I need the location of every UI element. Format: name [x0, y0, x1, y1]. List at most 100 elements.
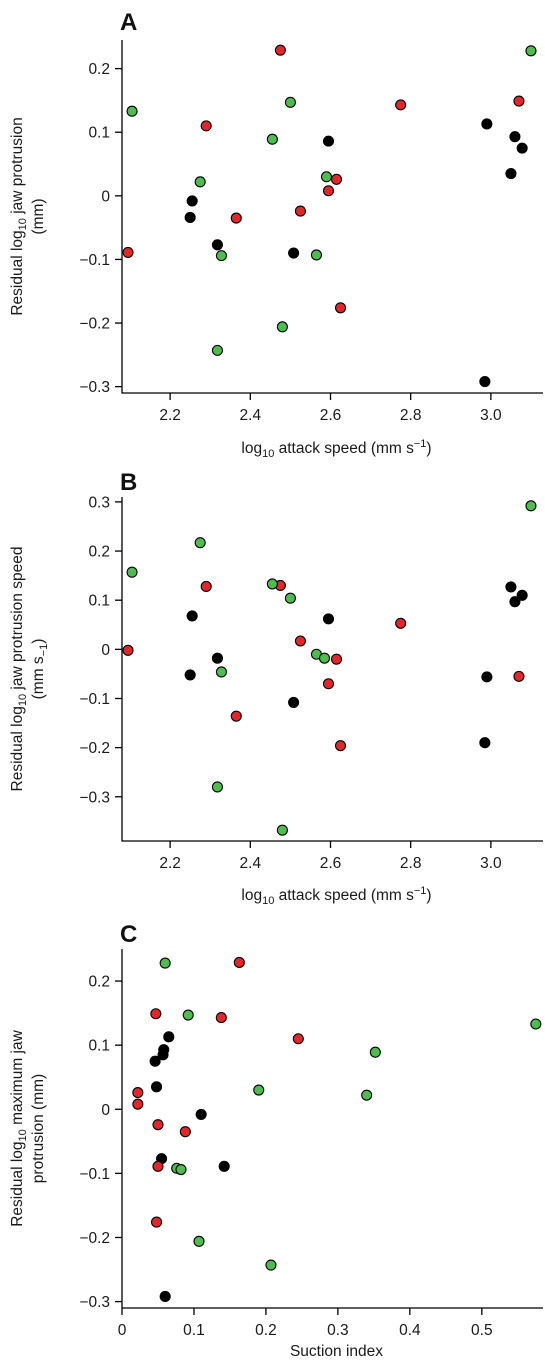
- data-point: [395, 99, 407, 111]
- y-tick-label: 0.1: [88, 1038, 110, 1055]
- y-tick-label: −0.2: [79, 1230, 110, 1247]
- data-point: [215, 1012, 227, 1024]
- series-red: [122, 44, 525, 314]
- x-tick-label: 2.4: [240, 407, 262, 424]
- panel-c: C 0 0.1 0.2 0.3 0.4 0.5 −0.3 −0.2 −0.1 0 0.1 0.2 Suct…: [9, 921, 543, 1360]
- data-point: [266, 578, 278, 590]
- data-point: [265, 1259, 277, 1271]
- x-tick-label: 2.6: [320, 855, 342, 872]
- data-point: [211, 239, 223, 251]
- y-tick-label: 0: [101, 1102, 110, 1119]
- y-axis-label: Residual log10 jaw protrusion: [9, 117, 29, 315]
- data-point: [276, 321, 288, 333]
- data-point: [215, 250, 227, 262]
- data-point: [322, 613, 335, 625]
- data-point: [122, 644, 134, 656]
- data-point: [505, 168, 517, 180]
- data-point: [481, 671, 493, 683]
- data-point: [152, 1160, 164, 1172]
- data-point: [150, 1081, 163, 1093]
- y-tick-label: −0.1: [79, 252, 110, 269]
- data-point: [132, 1087, 144, 1099]
- data-point: [157, 1049, 169, 1061]
- data-point: [233, 956, 245, 969]
- data-point: [294, 205, 306, 217]
- data-point: [184, 669, 196, 681]
- data-point: [310, 249, 323, 261]
- data-point: [230, 710, 242, 722]
- y-tick-label: −0.1: [79, 691, 110, 708]
- data-point: [288, 696, 300, 708]
- data-point: [211, 652, 223, 664]
- data-point: [284, 96, 296, 108]
- series-black: [149, 1031, 230, 1303]
- data-point: [215, 666, 227, 678]
- y-tick-label: −0.3: [79, 379, 110, 396]
- x-tick-label: 0.2: [255, 1322, 277, 1339]
- panel-a: A 2.2 2.4 2.6 2.8 3.0 −0.3 −0.2 −0.1 0 0.1 0.2 log10…: [9, 9, 543, 460]
- axes-frame: [121, 40, 543, 394]
- data-point: [318, 652, 331, 664]
- data-point: [194, 537, 206, 549]
- data-point: [369, 1046, 381, 1058]
- data-point: [479, 376, 491, 388]
- x-tick-label: 0.4: [399, 1322, 421, 1339]
- x-tick-label: 2.4: [240, 855, 262, 872]
- data-point: [150, 1008, 162, 1020]
- x-tick-label: 3.0: [480, 855, 502, 872]
- y-tick-label: 0.2: [88, 974, 110, 991]
- y-tick-label: −0.1: [79, 1166, 110, 1183]
- series-green: [126, 45, 537, 356]
- panel-letter: A: [120, 9, 137, 36]
- series-black: [184, 581, 528, 749]
- data-point: [516, 142, 528, 154]
- data-point: [513, 95, 525, 107]
- data-point: [126, 566, 138, 578]
- data-point: [525, 500, 537, 512]
- data-point: [186, 610, 198, 622]
- x-axis-label: Suction index: [290, 1343, 383, 1360]
- x-tick-label: 2.2: [159, 407, 181, 424]
- y-axis-label: Residual log10 jaw protrusion speed: [9, 547, 29, 792]
- data-point: [361, 1089, 373, 1101]
- data-point: [193, 1235, 205, 1247]
- data-point: [516, 589, 528, 601]
- data-point: [479, 737, 491, 749]
- data-point: [195, 1108, 207, 1120]
- y-tick-label: −0.2: [79, 316, 110, 333]
- data-point: [194, 176, 206, 188]
- y-tick-label: 0.1: [88, 593, 110, 610]
- x-tick-label: 0: [118, 1322, 127, 1339]
- data-point: [322, 678, 335, 690]
- x-axis-label: log10 attack speed (mm s−1): [241, 438, 431, 460]
- data-point: [274, 44, 286, 56]
- data-point: [513, 670, 525, 682]
- data-point: [230, 212, 242, 224]
- data-point: [218, 1160, 230, 1172]
- data-point: [505, 581, 517, 593]
- data-point: [294, 635, 306, 647]
- x-tick-label: 0.3: [327, 1322, 349, 1339]
- data-point: [330, 173, 343, 185]
- data-point: [200, 580, 212, 592]
- y-tick-label: 0.2: [88, 61, 110, 78]
- data-point: [122, 246, 134, 258]
- data-point: [159, 1290, 171, 1303]
- data-point: [211, 344, 223, 356]
- data-point: [186, 195, 198, 207]
- y-tick-label: −0.3: [79, 1294, 110, 1311]
- data-point: [253, 1084, 265, 1096]
- panel-letter: B: [120, 469, 137, 496]
- data-point: [132, 1098, 144, 1110]
- data-point: [334, 740, 347, 752]
- series-red: [122, 579, 525, 752]
- data-point: [211, 781, 223, 793]
- y-axis-label: (mm s−1): [30, 639, 50, 700]
- x-tick-label: 0.5: [471, 1322, 493, 1339]
- y-tick-label: 0: [101, 642, 110, 659]
- series-black: [184, 118, 528, 388]
- axes-frame: [121, 497, 543, 842]
- data-point: [481, 118, 493, 130]
- x-tick-label: 2.8: [400, 855, 422, 872]
